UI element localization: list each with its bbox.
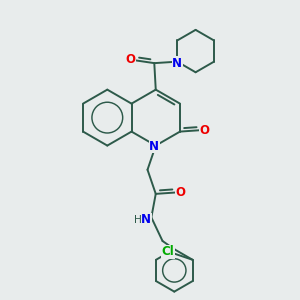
Text: N: N [149, 140, 159, 153]
Text: N: N [172, 57, 182, 70]
Text: O: O [176, 186, 185, 199]
Text: H: H [134, 215, 142, 225]
Text: O: O [199, 124, 209, 136]
Text: O: O [126, 53, 136, 66]
Text: Cl: Cl [162, 245, 175, 258]
Text: N: N [141, 213, 151, 226]
